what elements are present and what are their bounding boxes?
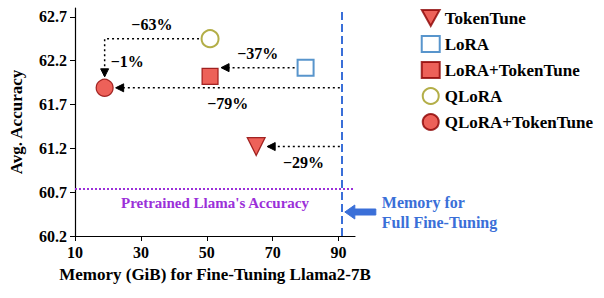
svg-text:60.2: 60.2 (39, 228, 67, 245)
svg-text:−29%: −29% (283, 154, 324, 171)
svg-text:61.7: 61.7 (39, 96, 67, 113)
svg-text:60.7: 60.7 (39, 184, 67, 201)
svg-text:30: 30 (133, 244, 149, 261)
svg-text:62.7: 62.7 (39, 8, 67, 25)
svg-text:Avg. Accuracy: Avg. Accuracy (7, 69, 26, 174)
svg-text:62.2: 62.2 (39, 52, 67, 69)
svg-text:Pretrained Llama's Accuracy: Pretrained Llama's Accuracy (121, 195, 310, 211)
svg-text:−1%: −1% (111, 53, 144, 70)
svg-text:−63%: −63% (131, 16, 172, 33)
svg-text:Memory for: Memory for (382, 194, 465, 212)
svg-text:Full Fine-Tuning: Full Fine-Tuning (382, 214, 497, 232)
svg-text:QLoRA: QLoRA (445, 87, 503, 106)
svg-text:61.2: 61.2 (39, 140, 67, 157)
svg-text:70: 70 (265, 244, 281, 261)
svg-text:−79%: −79% (207, 95, 248, 112)
svg-text:LoRA+TokenTune: LoRA+TokenTune (445, 61, 581, 80)
svg-text:LoRA: LoRA (445, 35, 490, 54)
svg-text:QLoRA+TokenTune: QLoRA+TokenTune (445, 113, 594, 132)
svg-text:Memory (GiB) for Fine-Tuning L: Memory (GiB) for Fine-Tuning Llama2-7B (59, 265, 371, 284)
svg-text:10: 10 (67, 244, 83, 261)
svg-text:TokenTune: TokenTune (445, 9, 526, 28)
svg-text:90: 90 (331, 244, 347, 261)
svg-text:−37%: −37% (237, 45, 278, 62)
svg-text:50: 50 (199, 244, 215, 261)
